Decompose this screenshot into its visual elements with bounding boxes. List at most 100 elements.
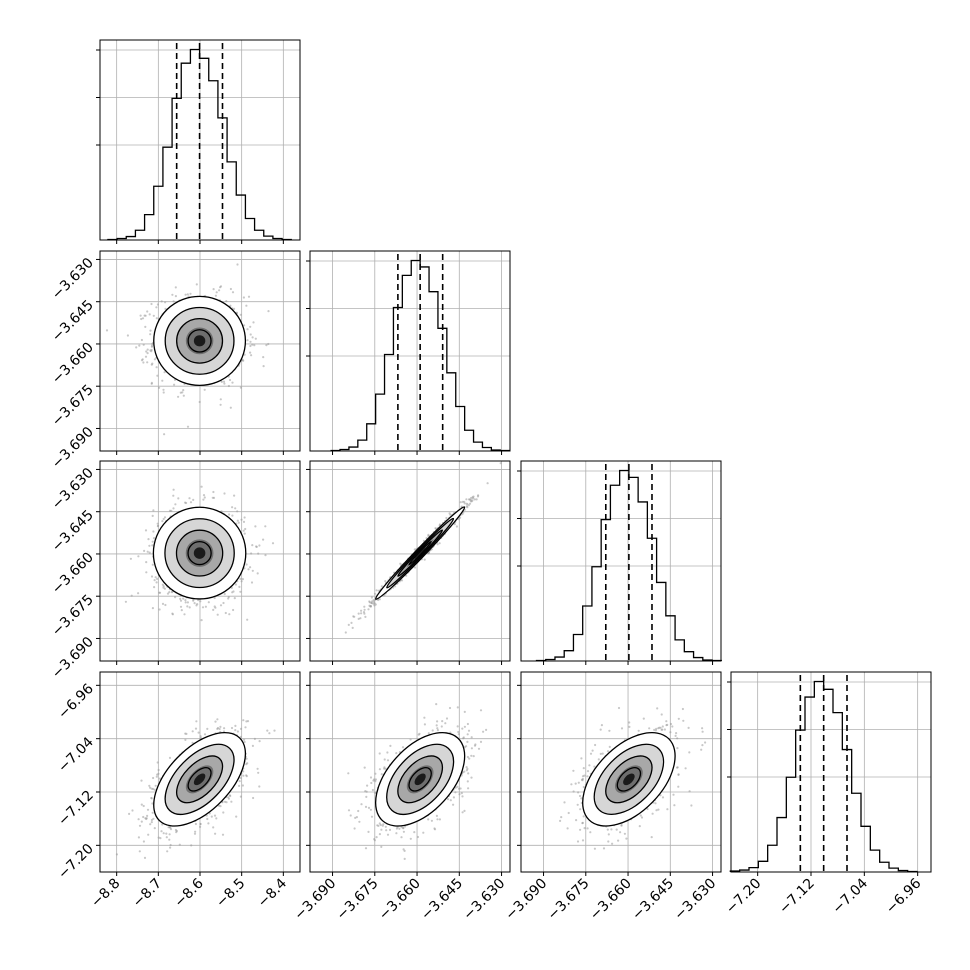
scatter-point	[144, 325, 147, 328]
scatter-point	[254, 525, 257, 528]
contour-line	[153, 732, 247, 827]
scatter-point	[243, 740, 246, 744]
scatter-point	[151, 802, 154, 805]
scatter-point	[172, 494, 175, 497]
scatter-point	[395, 832, 398, 835]
scatter-point	[168, 509, 172, 512]
scatter-point	[225, 300, 228, 303]
scatter-point	[169, 843, 172, 847]
scatter-point	[463, 809, 466, 813]
scatter-point	[128, 812, 131, 816]
scatter-point	[230, 726, 234, 730]
scatter-point	[146, 550, 149, 553]
scatter-point	[150, 796, 153, 800]
scatter-point	[161, 379, 164, 382]
scatter-point	[219, 725, 222, 729]
scatter-point	[250, 552, 253, 555]
scatter-point	[177, 395, 180, 398]
scatter-point	[182, 597, 185, 600]
scatter-point	[203, 388, 206, 391]
scatter-point	[202, 494, 206, 497]
scatter-point	[236, 519, 239, 522]
scatter-point	[467, 504, 470, 507]
scatter-point	[188, 497, 191, 500]
y-tick-label: −3.630	[49, 255, 97, 303]
scatter-point	[262, 365, 265, 368]
scatter-point	[149, 786, 152, 789]
scatter-point	[198, 400, 201, 404]
scatter-point	[441, 720, 444, 723]
scatter-point	[383, 758, 386, 761]
scatter-point	[457, 730, 460, 734]
scatter-point	[142, 804, 145, 808]
scatter-point	[158, 608, 161, 611]
scatter-point	[185, 732, 188, 736]
scatter-point	[150, 382, 153, 385]
scatter-point	[380, 585, 383, 588]
histogram-panel-4: −7.20 −7.12 −7.04 −6.96	[723, 671, 932, 917]
scatter-point	[249, 340, 252, 343]
scatter-point	[189, 292, 192, 295]
scatter-point	[158, 777, 161, 780]
scatter-point	[266, 729, 269, 732]
scatter-point	[234, 724, 237, 728]
scatter-point	[152, 509, 155, 512]
scatter-point	[470, 754, 473, 757]
scatter-point	[223, 592, 226, 596]
scatter-panel-2-1: −3.690−3.675−3.660−3.645−3.630	[49, 250, 301, 472]
scatter-point	[388, 828, 392, 832]
scatter-point	[222, 380, 226, 383]
scatter-point	[465, 769, 468, 772]
scatter-point	[199, 736, 202, 740]
scatter-point	[245, 304, 248, 307]
scatter-point	[486, 482, 489, 485]
scatter-point	[156, 761, 159, 764]
scatter-point	[149, 333, 152, 336]
scatter-point	[186, 601, 189, 604]
scatter-point	[207, 601, 210, 604]
contour-line	[152, 506, 247, 600]
scatter-point	[172, 488, 175, 491]
scatter-point	[164, 603, 167, 607]
scatter-point	[153, 586, 156, 589]
scatter-point	[126, 334, 129, 337]
scatter-point	[228, 513, 231, 516]
scatter-panel-3-2	[306, 460, 511, 665]
contour-line	[176, 317, 224, 364]
scatter-point	[148, 544, 151, 547]
scatter-point	[253, 344, 256, 347]
scatter-point	[249, 566, 252, 569]
scatter-point	[174, 503, 177, 506]
scatter-point	[264, 554, 267, 557]
scatter-point	[465, 766, 468, 769]
y-tick-label: −7.04	[55, 734, 97, 776]
scatter-point	[146, 348, 149, 351]
contour-line	[164, 306, 235, 375]
scatter-point	[212, 826, 215, 829]
scatter-point	[184, 599, 187, 602]
scatter-point	[165, 836, 168, 839]
scatter-point	[377, 589, 380, 592]
contour-line	[153, 295, 247, 387]
scatter-point	[409, 738, 412, 741]
scatter-point	[186, 605, 189, 608]
scatter-point	[363, 612, 366, 615]
scatter-point	[167, 826, 170, 829]
scatter-point	[251, 569, 254, 572]
scatter-point	[222, 601, 225, 605]
histogram-panel-2	[306, 250, 511, 455]
scatter-point	[129, 557, 132, 560]
scatter-point	[155, 317, 158, 320]
scatter-point	[151, 811, 154, 814]
scatter-point	[224, 611, 227, 615]
scatter-point	[216, 727, 219, 731]
scatter-point	[154, 576, 157, 579]
scatter-point	[204, 605, 207, 608]
scatter-point	[223, 382, 226, 385]
scatter-point	[262, 356, 265, 359]
scatter-point	[349, 814, 352, 817]
scatter-point	[184, 501, 187, 504]
scatter-point	[364, 615, 367, 619]
scatter-point	[145, 561, 148, 564]
scatter-point	[138, 344, 141, 347]
